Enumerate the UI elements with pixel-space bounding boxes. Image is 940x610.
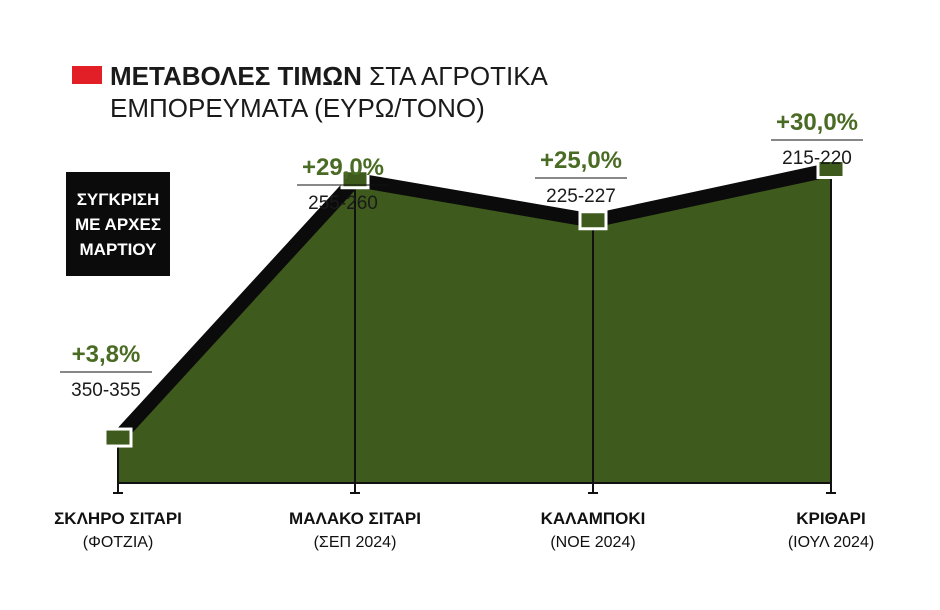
- price-range-3: 215-220: [782, 148, 852, 169]
- value-label-1: +29,0%: [302, 154, 384, 181]
- price-range-0: 350-355: [71, 380, 141, 401]
- category-sublabel-2: (ΝΟΕ 2024): [550, 534, 635, 551]
- category-label-1: ΜΑΛΑΚΟ ΣΙΤΑΡΙ: [289, 509, 421, 528]
- value-label-3: +30,0%: [776, 109, 858, 136]
- data-point-1: [340, 169, 370, 190]
- badge-line-2: ΜΕ ΑΡΧΕΣ: [74, 214, 162, 234]
- badge-line-3: ΜΑΡΤΙΟΥ: [79, 239, 157, 259]
- price-range-2: 225-227: [546, 186, 616, 207]
- comparison-badge: ΣΥΓΚΡΙΣΗ ΜΕ ΑΡΧΕΣ ΜΑΡΤΙΟΥ: [66, 172, 170, 276]
- data-point-2: [578, 210, 608, 231]
- data-point-0: [103, 427, 133, 448]
- red-marker-icon: [72, 66, 102, 84]
- category-label-3: ΚΡΙΘΑΡΙ: [796, 509, 865, 528]
- category-sublabel-0: (ΦΟΤΖΙΑ): [83, 534, 154, 551]
- series-line: [112, 162, 833, 443]
- category-label-0: ΣΚΛΗΡΟ ΣΙΤΑΡΙ: [54, 509, 182, 528]
- badge-line-1: ΣΥΓΚΡΙΣΗ: [76, 189, 160, 209]
- category-sublabel-3: (ΙΟΥΛ 2024): [788, 534, 874, 551]
- chart-title: ΜΕΤΑΒΟΛΕΣ ΤΙΜΩΝ ΣΤΑ ΑΓΡΟΤΙΚΑ ΕΜΠΟΡΕΥΜΑΤΑ…: [72, 60, 548, 124]
- value-label-0: +3,8%: [72, 341, 141, 368]
- price-range-1: 255-260: [308, 193, 378, 214]
- category-label-2: ΚΑΛΑΜΠΟΚΙ: [541, 509, 646, 528]
- value-label-2: +25,0%: [540, 147, 622, 174]
- title-rest: ΣΤΑ ΑΓΡΟΤΙΚΑ: [361, 61, 548, 91]
- title-bold: ΜΕΤΑΒΟΛΕΣ ΤΙΜΩΝ: [110, 61, 362, 91]
- category-sublabel-1: (ΣΕΠ 2024): [314, 534, 397, 551]
- data-point-3: [816, 159, 846, 179]
- title-line2: ΕΜΠΟΡΕΥΜΑΤΑ (ΕΥΡΩ/ΤΟΝΟ): [110, 93, 485, 123]
